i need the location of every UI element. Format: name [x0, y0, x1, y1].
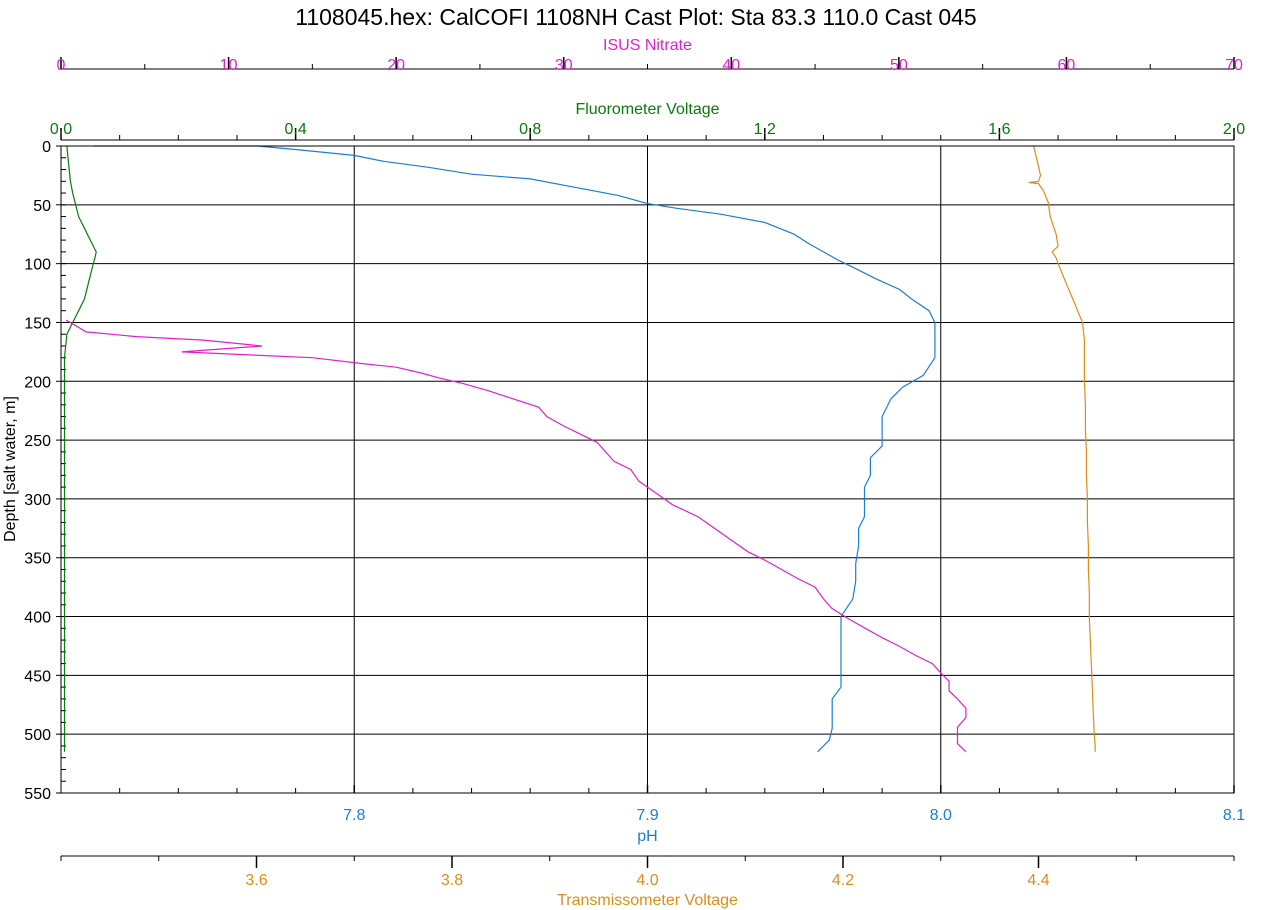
series-nitrate [65, 319, 967, 753]
tick-label: 4.0 [636, 872, 658, 889]
y-tick-label: 300 [24, 492, 51, 509]
tick-label: 1.6 [988, 121, 1010, 138]
y-tick-label: 50 [33, 198, 51, 215]
tick-label: 50 [890, 57, 908, 74]
axis-trans: 3.6 3.8 4.0 4.2 4.4 Transmissometer Voltage [60, 855, 1235, 909]
series-trans [1028, 145, 1096, 752]
chart-title: 1108045.hex: CalCOFI 1108NH Cast Plot: S… [295, 4, 976, 30]
tick-label: 7.9 [636, 807, 658, 824]
tick-label: 4.2 [832, 872, 854, 889]
tick-label: 2.0 [1223, 121, 1245, 138]
axis-ph: 7.8 7.9 8.0 8.1 pH [60, 785, 1245, 845]
axis-title: Fluorometer Voltage [575, 101, 719, 118]
y-tick-label: 150 [24, 315, 51, 332]
plot-frame [60, 145, 1235, 794]
tick-label: 30 [555, 57, 573, 74]
tick-label: 7.8 [343, 807, 365, 824]
series-ph [93, 145, 936, 753]
axes: 0 50 100 150 200 250 300 350 400 450 500 550 0 10 20 30… [24, 37, 1245, 909]
series-layer [63, 145, 1096, 753]
y-tick-label: 500 [24, 727, 51, 744]
tick-label: 70 [1225, 57, 1243, 74]
tick-label: 8.1 [1223, 807, 1245, 824]
tick-label: 0.8 [519, 121, 541, 138]
axis-title: ISUS Nitrate [603, 37, 692, 54]
axis-title: Transmissometer Voltage [557, 892, 738, 909]
y-tick-label: 550 [24, 786, 51, 803]
y-axis-label: Depth [salt water, m] [2, 396, 19, 542]
axis-fluor: 0.0 0.4 0.8 1.2 1.6 2.0 Fluorometer Voltage [50, 101, 1245, 141]
y-tick-label: 200 [24, 374, 51, 391]
tick-label: 0.0 [50, 121, 72, 138]
tick-label: 20 [387, 57, 405, 74]
tick-label: 3.6 [245, 872, 267, 889]
tick-label: 60 [1058, 57, 1076, 74]
series-fluor [63, 145, 97, 752]
tick-label: 40 [722, 57, 740, 74]
tick-label: 10 [220, 57, 238, 74]
tick-label: 8.0 [930, 807, 952, 824]
y-tick-label: 0 [42, 139, 51, 156]
tick-label: 0 [57, 57, 66, 74]
axis-title: pH [637, 828, 657, 845]
axis-nitrate: 0 10 20 30 40 50 60 70 ISUS Nitrate [57, 37, 1243, 74]
tick-label: 1.2 [754, 121, 776, 138]
y-tick-label: 350 [24, 551, 51, 568]
tick-label: 4.4 [1027, 872, 1049, 889]
y-tick-label: 100 [24, 257, 51, 274]
y-tick-label: 250 [24, 433, 51, 450]
y-tick-label: 450 [24, 668, 51, 685]
y-tick-label: 400 [24, 610, 51, 627]
tick-label: 0.4 [284, 121, 306, 138]
tick-label: 3.8 [441, 872, 463, 889]
